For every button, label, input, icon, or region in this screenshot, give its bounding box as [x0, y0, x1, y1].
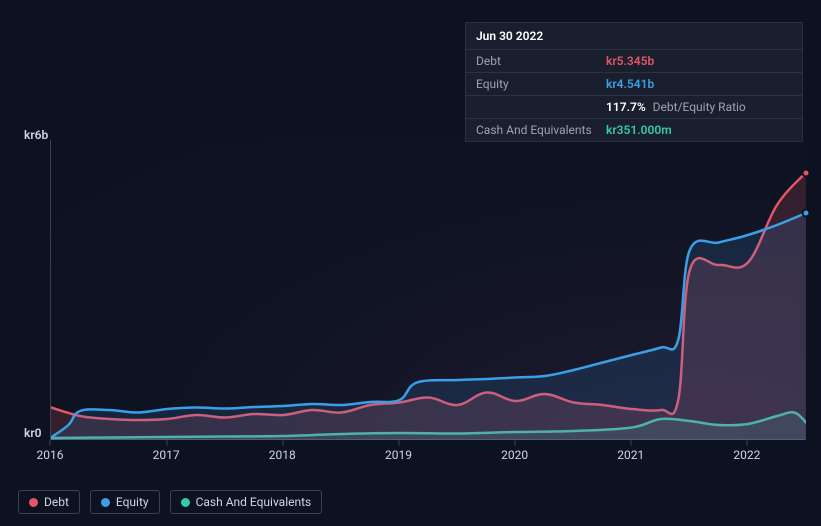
tooltip-label-empty	[476, 100, 606, 114]
legend-item-equity[interactable]: Equity	[90, 490, 160, 514]
series-end-marker	[802, 209, 811, 218]
chart-tooltip: Jun 30 2022 Debt kr5.345b Equity kr4.541…	[465, 22, 803, 142]
legend-dot-equity	[101, 498, 110, 507]
x-tick: 2016	[37, 448, 64, 462]
chart-svg	[51, 140, 806, 440]
ratio-label: Debt/Equity Ratio	[653, 100, 746, 114]
x-tick: 2017	[153, 448, 180, 462]
legend-item-cash[interactable]: Cash And Equivalents	[170, 490, 323, 514]
ratio-pct: 117.7%	[606, 100, 646, 114]
legend-item-debt[interactable]: Debt	[18, 490, 80, 514]
x-tick: 2021	[617, 448, 644, 462]
tooltip-date: Jun 30 2022	[466, 23, 802, 50]
legend-label: Cash And Equivalents	[196, 495, 312, 509]
series-end-marker	[802, 168, 811, 177]
chart: kr6b kr0 2016201720182019202020212022	[16, 140, 805, 460]
tooltip-label: Equity	[476, 77, 606, 91]
legend: Debt Equity Cash And Equivalents	[18, 490, 322, 514]
tooltip-row-debt: Debt kr5.345b	[466, 50, 802, 73]
x-tick: 2019	[385, 448, 412, 462]
tooltip-ratio: 117.7% Debt/Equity Ratio	[606, 100, 746, 114]
tooltip-label: Cash And Equivalents	[476, 123, 606, 137]
legend-label: Equity	[116, 495, 149, 509]
x-tick: 2022	[733, 448, 760, 462]
tooltip-value-cash: kr351.000m	[606, 123, 672, 137]
legend-dot-debt	[29, 498, 38, 507]
tooltip-value-equity: kr4.541b	[606, 77, 654, 91]
tooltip-value-debt: kr5.345b	[606, 54, 654, 68]
y-axis-label-min: kr0	[24, 426, 42, 440]
tooltip-row-ratio: 117.7% Debt/Equity Ratio	[466, 96, 802, 119]
legend-label: Debt	[44, 495, 69, 509]
x-axis: 2016201720182019202020212022	[50, 442, 805, 462]
tooltip-row-cash: Cash And Equivalents kr351.000m	[466, 119, 802, 141]
tooltip-label: Debt	[476, 54, 606, 68]
tooltip-row-equity: Equity kr4.541b	[466, 73, 802, 96]
x-tick: 2020	[501, 448, 528, 462]
legend-dot-cash	[181, 498, 190, 507]
y-axis-label-max: kr6b	[24, 128, 48, 142]
x-tick: 2018	[269, 448, 296, 462]
plot-area[interactable]	[50, 140, 805, 440]
